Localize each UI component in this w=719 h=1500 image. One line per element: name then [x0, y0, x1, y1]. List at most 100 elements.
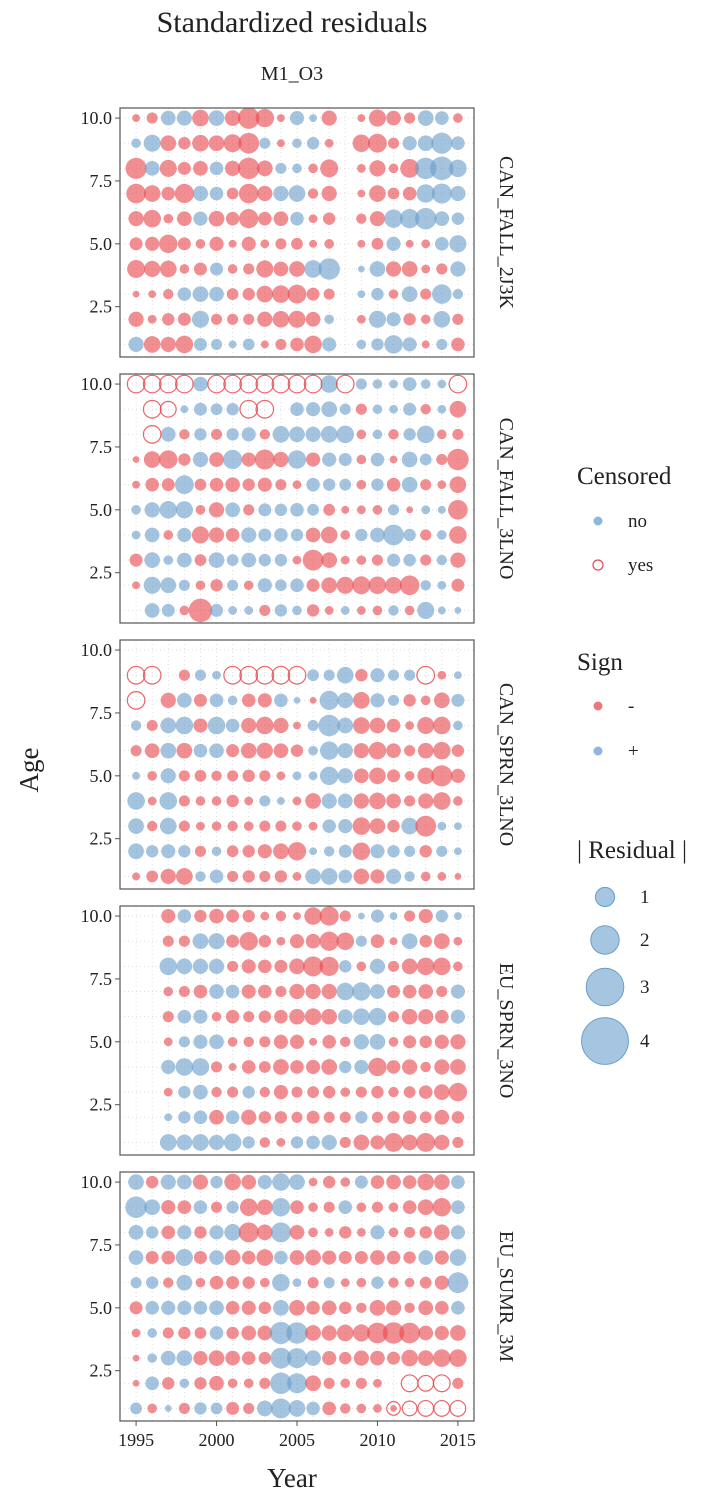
- residual-point: [179, 605, 190, 616]
- residual-point: [337, 743, 353, 759]
- residual-point: [256, 1400, 273, 1417]
- residual-point: [259, 1086, 271, 1098]
- residual-point: [224, 1249, 241, 1266]
- residual-point: [259, 137, 271, 149]
- residual-point: [419, 935, 432, 948]
- residual-point: [341, 505, 350, 514]
- residual-point: [243, 1036, 254, 1048]
- residual-point: [450, 984, 465, 999]
- residual-point: [243, 504, 255, 516]
- residual-point: [244, 796, 254, 806]
- residual-point: [449, 1249, 467, 1266]
- residual-point: [419, 1276, 432, 1289]
- residual-point: [385, 261, 402, 277]
- residual-point: [353, 743, 369, 759]
- residual-point: [433, 1224, 450, 1241]
- residual-point: [131, 505, 141, 515]
- residual-point: [211, 770, 222, 782]
- residual-point: [318, 258, 340, 280]
- residual-point: [208, 527, 225, 543]
- residual-point: [292, 480, 302, 490]
- residual-point: [226, 845, 239, 858]
- residual-point: [306, 287, 320, 301]
- residual-point: [292, 138, 302, 149]
- residual-point: [338, 844, 352, 858]
- residual-point: [402, 984, 417, 999]
- residual-point: [258, 1061, 271, 1073]
- residual-point: [356, 163, 366, 173]
- residual-point: [340, 1177, 351, 1187]
- residual-point: [402, 1200, 417, 1215]
- censored-point: [142, 665, 162, 685]
- residual-point: [275, 338, 287, 350]
- residual-point: [387, 1351, 401, 1365]
- residual-point: [453, 936, 463, 946]
- residual-point: [273, 1085, 288, 1100]
- panel-eu_sprn_3no: 2.5 5.0 7.5 10.0 EU_SPRN_3NO: [81, 905, 517, 1156]
- residual-point: [292, 821, 302, 831]
- residual-point: [241, 1109, 257, 1125]
- residual-point: [324, 138, 334, 148]
- residual-point: [191, 526, 210, 544]
- residual-point: [159, 234, 178, 254]
- residual-point: [258, 1010, 272, 1023]
- residual-point: [290, 578, 304, 593]
- residual-point: [321, 185, 337, 202]
- residual-point: [209, 908, 224, 924]
- residual-point: [256, 1249, 274, 1266]
- y-tick-label: 7.5: [90, 437, 113, 457]
- residual-point: [399, 575, 420, 596]
- censored-point: [448, 374, 468, 394]
- residual-point: [258, 959, 272, 974]
- residual-point: [401, 451, 418, 468]
- residual-point: [337, 717, 354, 734]
- residual-point: [308, 1202, 318, 1213]
- residual-point: [304, 260, 322, 278]
- legend-title-residual: | Residual |: [577, 837, 687, 864]
- residual-point: [208, 1134, 225, 1151]
- residual-point: [211, 846, 222, 857]
- residual-point: [369, 185, 386, 202]
- residual-point: [403, 402, 417, 416]
- residual-point: [227, 264, 238, 274]
- residual-point: [256, 1224, 273, 1241]
- residual-point: [339, 403, 351, 415]
- residual-point: [418, 1009, 434, 1025]
- residual-point: [192, 933, 209, 950]
- residual-point: [178, 1326, 191, 1340]
- residual-point: [163, 555, 174, 565]
- residual-point: [369, 958, 386, 974]
- residual-point: [243, 1011, 255, 1023]
- residual-point: [243, 580, 254, 591]
- residual-point: [337, 1009, 353, 1025]
- residual-point: [321, 793, 337, 809]
- residual-point: [436, 338, 448, 350]
- residual-point: [160, 768, 176, 784]
- residual-point: [322, 212, 336, 225]
- residual-point: [371, 1201, 383, 1213]
- residual-point: [178, 935, 190, 947]
- residual-point: [191, 310, 210, 328]
- residual-point: [239, 932, 258, 951]
- residual-point: [144, 743, 160, 759]
- residual-point: [404, 795, 416, 807]
- residual-point: [372, 505, 383, 515]
- residual-point: [178, 137, 191, 150]
- residual-point: [404, 871, 415, 882]
- residual-point: [271, 1198, 291, 1217]
- residual-point: [241, 1250, 256, 1265]
- residual-point: [449, 159, 467, 178]
- residual-point: [416, 1133, 436, 1152]
- residual-point: [306, 1401, 320, 1416]
- residual-point: [178, 669, 190, 681]
- residual-point: [385, 1300, 402, 1316]
- residual-point: [450, 1325, 466, 1341]
- residual-point: [209, 1225, 224, 1240]
- residual-point: [259, 770, 271, 782]
- residual-point: [270, 1222, 291, 1243]
- residual-point: [309, 239, 318, 248]
- residual-point: [175, 501, 193, 519]
- residual-point: [417, 742, 434, 759]
- residual-point: [448, 1082, 468, 1102]
- censored-point: [223, 665, 243, 685]
